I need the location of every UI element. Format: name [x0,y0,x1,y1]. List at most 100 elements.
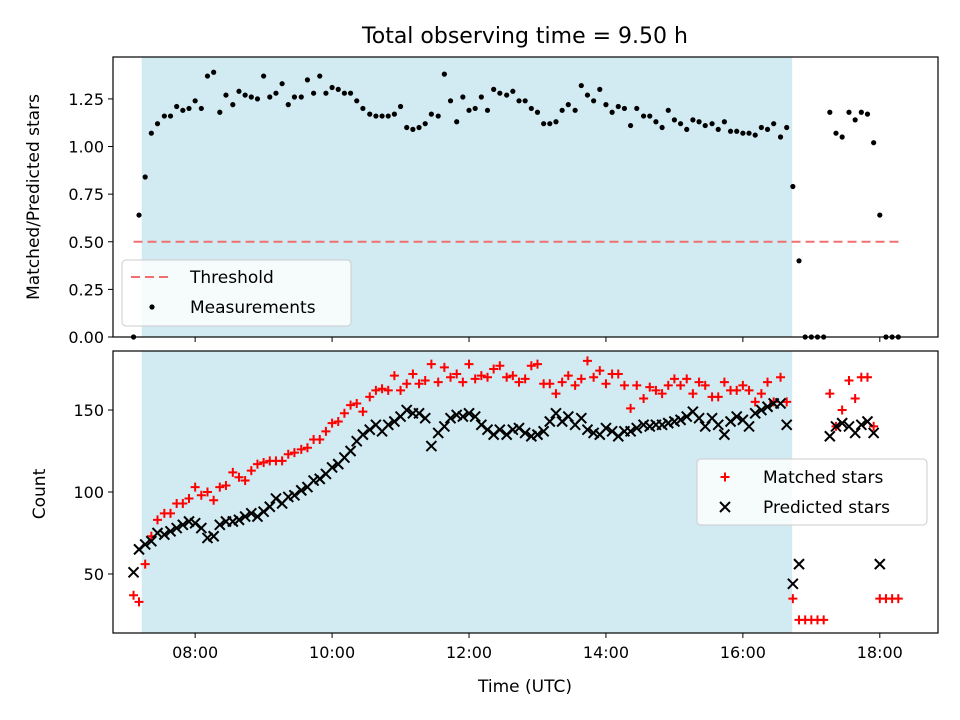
measurement-point [647,113,653,119]
matched-star-point [346,400,356,410]
matched-star-point [178,498,188,508]
matched-star-point [619,380,629,390]
matched-star-point [645,382,655,392]
measurement-point [236,88,242,94]
measurement-point [248,94,254,100]
measurement-point [758,124,764,131]
measurement-point [821,334,827,340]
predicted-star-point [288,489,301,501]
matched-star-point [551,389,561,399]
measurement-point [659,124,665,131]
measurement-point [684,126,690,132]
matched-star-point [639,394,649,404]
predicted-star-point [600,422,612,434]
matched-star-point [190,482,200,492]
predicted-star-point [401,404,413,416]
measurement-point [547,121,553,127]
bottom-legend-box [696,458,928,526]
measurement-point [572,107,578,113]
matched-star-point [408,369,418,379]
predicted-star-point [344,445,357,457]
legend-predicted-swatch [719,501,731,513]
matched-star-point [327,418,337,428]
matched-star-point [259,457,269,467]
measurement-point [752,132,758,138]
measurement-point [484,107,491,113]
x-tick-label: 10:00 [309,643,355,662]
measurement-point [354,98,360,104]
predicted-star-point [531,428,544,441]
predicted-star-point [674,414,687,426]
predicted-star-point [787,578,799,590]
measurement-point [285,102,291,108]
measurement-point [746,130,752,136]
measurement-point [242,92,248,98]
measurement-point [553,119,559,125]
matched-star-point [682,374,692,384]
matched-star-point [744,385,754,395]
predicted-star-point [731,410,743,423]
chart-title: Total observing time = 9.50 h [361,24,688,49]
predicted-star-point [774,397,787,410]
legend-measurements-swatch [149,304,155,310]
measurement-point [609,109,615,115]
measurement-point [833,130,839,136]
matched-star-point [402,379,412,389]
measurement-point [696,119,702,125]
predicted-star-point [849,427,861,439]
predicted-star-point [836,417,848,429]
matched-star-point [446,372,456,382]
measurement-point [416,124,422,131]
matched-star-point [383,385,393,395]
predicted-star-point [382,419,394,431]
matched-star-point [433,377,443,387]
matched-star-point [651,385,661,395]
matched-star-point [134,597,144,607]
measurement-point [808,334,814,340]
matched-star-point [352,398,362,408]
matched-star-point [377,384,387,394]
measurement-point [895,334,901,340]
measurement-point [802,334,808,340]
measurement-point [460,94,466,100]
matched-star-point [545,379,555,389]
matched-star-point [819,615,829,625]
legend-matched-swatch [720,472,730,482]
measurement-point [665,107,671,113]
matched-star-point [296,444,306,454]
measurement-point [261,73,267,79]
matched-star-point [420,376,430,386]
matched-star-point [458,377,468,387]
legend-predicted-label: Predicted stars [763,498,890,518]
measurement-point [541,121,547,127]
matched-star-point [358,407,368,417]
matched-star-point [688,389,698,399]
measurement-point [317,73,323,79]
bottom-legend: Matched stars Predicted stars [696,458,928,526]
legend-threshold-label: Threshold [189,268,274,288]
predicted-star-point [207,530,220,542]
top-y-tick-label: 0.25 [68,280,104,299]
matched-star-point [825,389,835,399]
matched-star-point [196,490,206,500]
bottom-shaded-region [141,351,793,633]
measurement-point [360,105,366,112]
predicted-star-point [295,484,307,497]
measurement-point [653,119,659,125]
matched-star-point [713,392,723,402]
predicted-star-point [357,428,369,441]
predicted-star-point [245,507,258,520]
measurement-point [871,140,877,146]
measurement-point [136,212,142,218]
predicted-star-point [425,440,438,452]
measurement-point [677,121,684,127]
matched-star-point [365,392,375,402]
matched-star-point [221,480,231,490]
predicted-star-point [761,401,774,413]
top-y-tick-label: 0.75 [68,185,104,204]
predicted-star-point [537,425,550,438]
matched-star-point [589,372,599,382]
measurement-point [790,183,796,190]
matched-star-point [869,421,879,431]
x-tick-label: 08:00 [172,643,218,662]
